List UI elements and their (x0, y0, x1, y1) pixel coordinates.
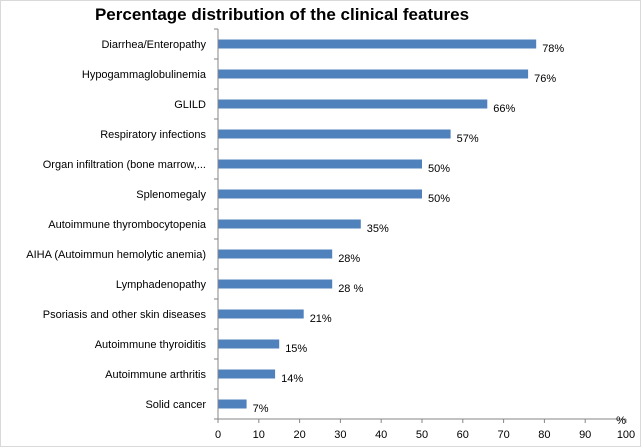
category-label: Respiratory infections (100, 129, 206, 141)
data-label: 50% (428, 163, 450, 175)
bar (218, 369, 276, 379)
bar (218, 249, 333, 259)
data-label: 14% (281, 373, 303, 385)
category-label: Autoimmune thyrombocytopenia (48, 219, 207, 231)
bar (218, 99, 488, 109)
data-label: 57% (457, 133, 479, 145)
bar (218, 69, 529, 79)
data-label: 35% (367, 223, 389, 235)
bar (218, 309, 304, 319)
bar (218, 39, 537, 49)
category-label: GLILD (174, 99, 206, 111)
x-tick-label: 80 (538, 429, 550, 441)
data-label: 7% (253, 403, 269, 415)
bar (218, 339, 280, 349)
category-label: Splenomegaly (136, 189, 206, 201)
category-label: Autoimmune arthritis (105, 369, 206, 381)
x-tick-label: 90 (579, 429, 591, 441)
x-tick-label: 40 (375, 429, 387, 441)
data-label: 28% (338, 253, 360, 265)
category-label: Autoimmune thyroiditis (95, 339, 207, 351)
data-label: 66% (493, 103, 515, 115)
chart-title: Percentage distribution of the clinical … (95, 5, 469, 24)
x-axis-unit-label: % (616, 415, 626, 427)
data-label: 50% (428, 193, 450, 205)
bar (218, 129, 451, 139)
x-tick-label: 50 (416, 429, 428, 441)
x-tick-label: 10 (253, 429, 265, 441)
category-label: Hypogammaglobulinemia (82, 69, 207, 81)
bar (218, 189, 422, 199)
data-label: 28 % (338, 283, 363, 295)
x-tick-label: 20 (293, 429, 305, 441)
data-label: 21% (310, 313, 332, 325)
bar (218, 399, 247, 409)
x-tick-label: 60 (457, 429, 469, 441)
x-tick-label: 70 (497, 429, 509, 441)
bar (218, 219, 361, 229)
category-label: Organ infiltration (bone marrow,... (43, 159, 206, 171)
bar (218, 279, 333, 289)
category-label: Psoriasis and other skin diseases (43, 309, 207, 321)
category-label: Lymphadenopathy (116, 279, 207, 291)
x-tick-label: 0 (215, 429, 221, 441)
bar (218, 159, 422, 169)
data-label: 15% (285, 343, 307, 355)
category-label: Diarrhea/Enteropathy (101, 39, 206, 51)
x-tick-label: 100 (617, 429, 635, 441)
category-label: AIHA (Autoimmun hemolytic anemia) (26, 249, 206, 261)
category-label: Solid cancer (145, 399, 206, 411)
x-tick-label: 30 (334, 429, 346, 441)
data-label: 76% (534, 73, 556, 85)
data-label: 78% (542, 43, 564, 55)
plot-area: Diarrhea/Enteropathy 78% Hypogammaglobulin… (26, 28, 635, 441)
